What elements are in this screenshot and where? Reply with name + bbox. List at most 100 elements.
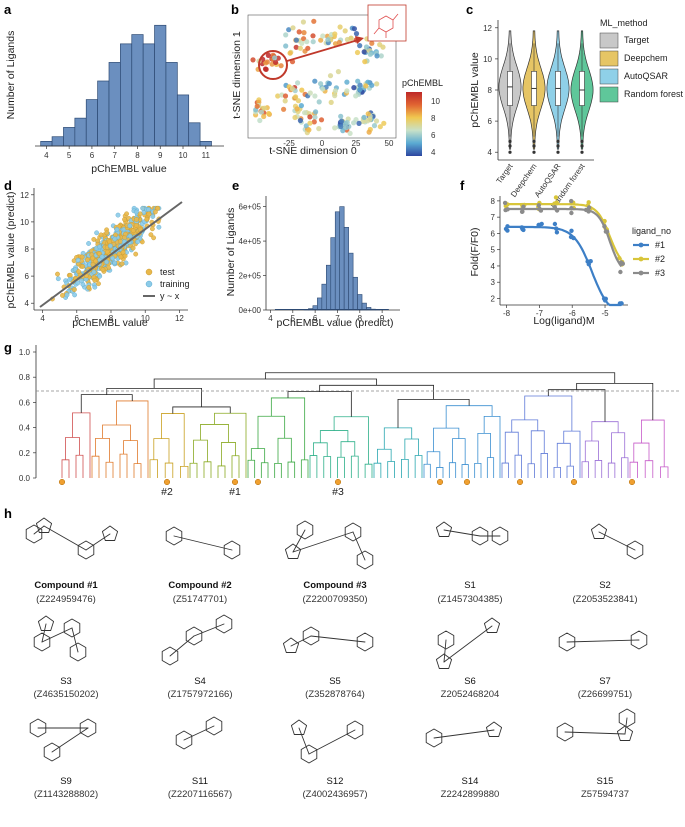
tsne-point xyxy=(258,109,264,115)
panel-d-ylabel: pChEMBL value (predict) xyxy=(5,192,17,309)
cbar-tick: 6 xyxy=(431,131,436,140)
dendro-link xyxy=(260,462,269,478)
tick-label: 9 xyxy=(380,314,385,323)
tsne-point xyxy=(369,40,375,46)
tick-label: 6 xyxy=(90,151,95,160)
tick-label: 8 xyxy=(491,197,496,206)
panel-e-bars xyxy=(274,206,389,311)
panel-e-letter: e xyxy=(232,178,239,193)
legend-swatch xyxy=(599,68,619,85)
legend-swatch xyxy=(599,50,619,67)
training-point xyxy=(104,259,110,265)
structure-compound3 xyxy=(284,520,374,570)
test-point xyxy=(133,251,139,257)
dendro-link xyxy=(641,419,665,467)
ring xyxy=(471,526,489,546)
highlight-leaf-dot xyxy=(231,478,239,486)
dendro-link xyxy=(149,459,158,478)
histogram-bar xyxy=(199,141,212,147)
compound-id: (Z224959476) xyxy=(36,594,96,605)
compound-id: Z2052468204 xyxy=(441,689,500,700)
tick-label: -8 xyxy=(503,309,511,318)
dendro-link xyxy=(119,453,128,478)
tsne-point xyxy=(307,114,313,120)
compound-name: S5 xyxy=(329,676,341,687)
training-point xyxy=(123,260,129,266)
dose-point xyxy=(586,205,592,210)
tsne-point xyxy=(293,94,299,100)
dendro-link xyxy=(477,432,491,464)
compound-name: S9 xyxy=(60,776,72,787)
dendro-link xyxy=(270,397,306,460)
dendro-link xyxy=(433,427,460,452)
training-point xyxy=(127,223,133,229)
tsne-point xyxy=(353,93,359,99)
test-point xyxy=(104,230,110,236)
cbar-tick: 10 xyxy=(431,97,440,106)
tick-label: 0 xyxy=(320,139,325,148)
histogram-bar xyxy=(108,62,121,147)
tick-label: 0.4 xyxy=(19,424,31,433)
dendro-link xyxy=(591,421,619,441)
dendro-link xyxy=(309,455,318,478)
tick-label: 0.8 xyxy=(19,373,31,382)
structure-s12 xyxy=(290,719,364,764)
tick-label: 0.6 xyxy=(19,398,31,407)
legend-dot xyxy=(638,270,644,276)
compound-id: (Z2053523841) xyxy=(573,594,638,605)
test-point xyxy=(152,209,158,215)
outlier-point xyxy=(508,144,512,148)
panel-d-xlabel: pChEMBL value xyxy=(72,317,148,329)
dendro-link-top xyxy=(547,389,606,422)
test-point xyxy=(148,232,154,238)
ring xyxy=(43,742,61,762)
tsne-point xyxy=(296,29,302,35)
tsne-point xyxy=(357,86,363,93)
structure-s15 xyxy=(556,708,636,742)
ring xyxy=(435,521,453,537)
dose-point xyxy=(586,200,591,205)
histogram-bar xyxy=(330,237,336,311)
tsne-point xyxy=(318,81,324,87)
tsne-point xyxy=(300,19,306,25)
bond xyxy=(443,639,447,663)
structure-s9 xyxy=(29,718,97,762)
tsne-point xyxy=(264,59,270,65)
dendro-link xyxy=(527,463,535,478)
tsne-point xyxy=(332,93,338,99)
dose-point xyxy=(604,229,610,234)
test-point xyxy=(80,264,86,269)
tsne-point xyxy=(378,53,384,59)
bond xyxy=(443,529,481,537)
tsne-point xyxy=(360,118,366,124)
tsne-point xyxy=(326,81,332,87)
tsne-point xyxy=(381,120,387,126)
compound-name: S7 xyxy=(599,676,611,687)
dendro-link xyxy=(644,460,654,478)
panel-a-letter: a xyxy=(4,2,12,17)
dendro-link xyxy=(161,413,185,467)
test-point xyxy=(130,228,136,234)
tsne-point xyxy=(250,57,256,63)
test-point xyxy=(86,285,92,290)
bond xyxy=(310,635,366,643)
test-point xyxy=(133,222,139,228)
tick-label: 6 xyxy=(313,314,318,323)
panel-f-legend-title: ligand_no xyxy=(632,226,671,236)
histogram-bar xyxy=(352,276,358,311)
ring xyxy=(223,540,241,560)
bond xyxy=(443,625,493,663)
dendro-link xyxy=(200,424,229,443)
histogram-bar xyxy=(165,62,178,147)
panel-e: e 4 5 6 7 8 9 6e+05 4e+05 2e+05 0e+00 pChEMBL va… xyxy=(225,178,400,329)
dose-point xyxy=(554,230,560,235)
highlight-leaf-dot xyxy=(254,478,262,486)
tick-label: 10 xyxy=(179,151,188,160)
ring xyxy=(282,637,300,653)
dendro-link xyxy=(501,462,509,478)
dose-point xyxy=(569,198,574,204)
tsne-point xyxy=(351,26,357,32)
outlier-point xyxy=(556,144,560,148)
tsne-point xyxy=(362,59,368,65)
dendro-link xyxy=(426,451,441,468)
